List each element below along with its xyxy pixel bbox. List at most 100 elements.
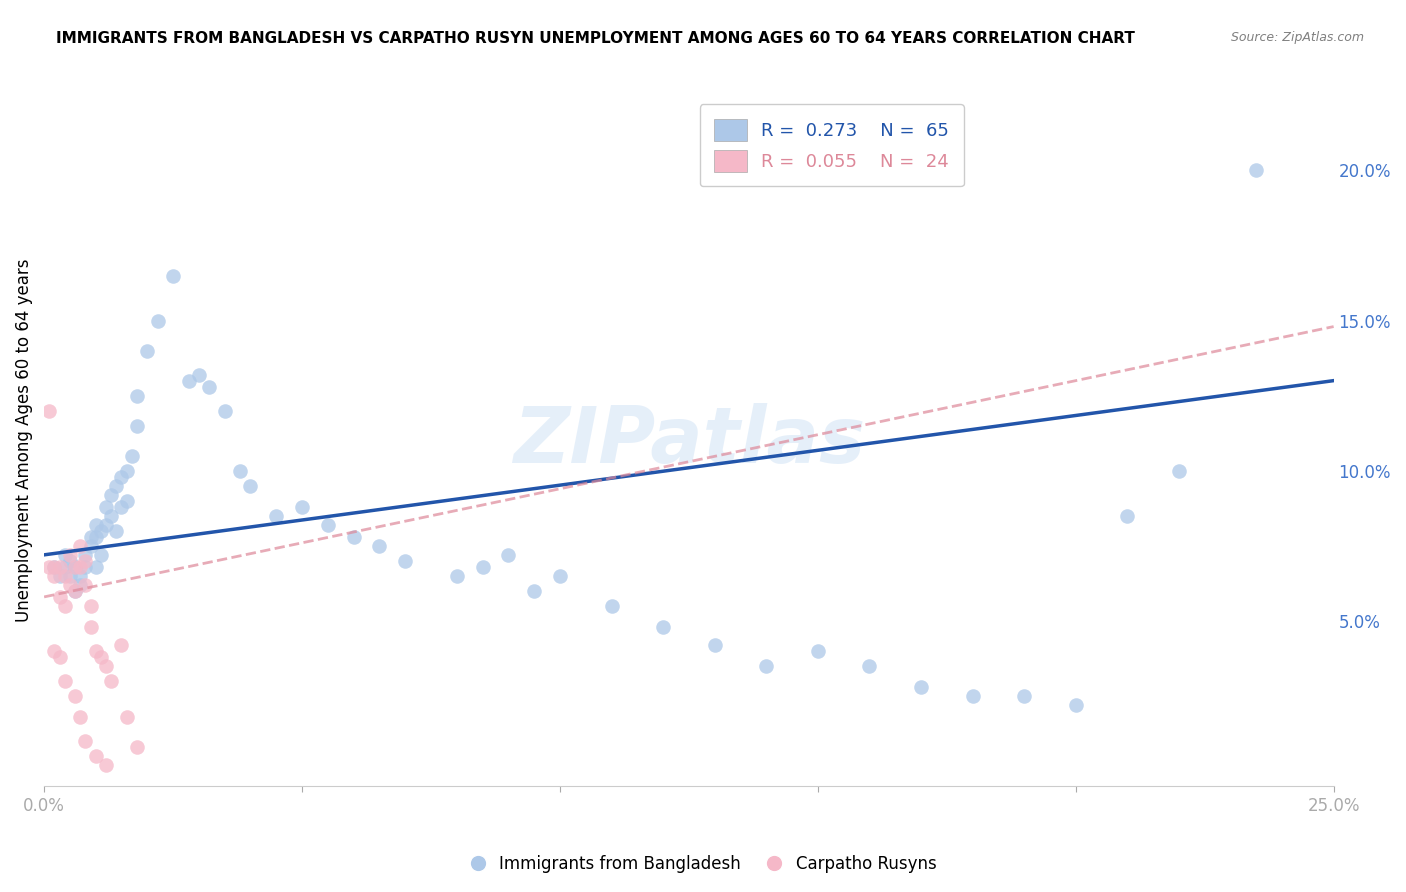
Text: Source: ZipAtlas.com: Source: ZipAtlas.com [1230,31,1364,45]
Y-axis label: Unemployment Among Ages 60 to 64 years: Unemployment Among Ages 60 to 64 years [15,259,32,623]
Text: ZIPatlas: ZIPatlas [513,402,865,479]
Point [136,343,159,358]
Point [125,740,148,755]
Point [110,638,132,652]
Point [84,517,107,532]
Point [94,758,117,772]
Point [342,530,364,544]
Point [703,638,725,652]
Point [368,539,391,553]
Point [125,418,148,433]
Point [652,620,675,634]
Point [69,578,91,592]
Point [59,548,82,562]
Point [84,530,107,544]
Point [53,548,76,562]
Point [75,560,97,574]
Point [162,268,184,283]
Point [90,548,112,562]
Point [63,583,86,598]
Point [105,524,128,538]
Point [79,539,101,553]
Point [146,313,169,327]
Point [264,508,287,523]
Point [79,599,101,613]
Point [53,569,76,583]
Point [69,569,91,583]
Point [100,673,122,688]
Point [110,469,132,483]
Point [48,590,70,604]
Legend: R =  0.273    N =  65, R =  0.055    N =  24: R = 0.273 N = 65, R = 0.055 N = 24 [700,104,963,186]
Point [44,569,66,583]
Point [75,734,97,748]
Point [110,500,132,514]
Point [1167,464,1189,478]
Point [471,560,494,574]
Point [63,583,86,598]
Point [44,560,66,574]
Point [229,464,252,478]
Point [910,680,932,694]
Point [69,710,91,724]
Point [94,500,117,514]
Point [75,578,97,592]
Point [79,620,101,634]
Point [523,583,546,598]
Point [59,569,82,583]
Point [94,517,117,532]
Point [548,569,571,583]
Point [115,710,138,724]
Point [44,644,66,658]
Point [90,524,112,538]
Point [600,599,623,613]
Point [44,560,66,574]
Point [53,599,76,613]
Point [84,560,107,574]
Point [63,689,86,703]
Point [63,560,86,574]
Point [100,488,122,502]
Point [90,650,112,665]
Point [75,554,97,568]
Point [69,560,91,574]
Point [84,644,107,658]
Point [121,449,143,463]
Point [115,464,138,478]
Point [59,578,82,592]
Point [1012,689,1035,703]
Point [446,569,468,583]
Point [105,479,128,493]
Point [125,389,148,403]
Point [84,749,107,764]
Point [291,500,314,514]
Point [1116,508,1139,523]
Point [498,548,520,562]
Point [59,554,82,568]
Point [177,374,200,388]
Point [79,530,101,544]
Legend: Immigrants from Bangladesh, Carpatho Rusyns: Immigrants from Bangladesh, Carpatho Rus… [463,848,943,880]
Point [214,403,236,417]
Point [755,659,778,673]
Point [1064,698,1087,712]
Point [75,548,97,562]
Point [100,508,122,523]
Point [962,689,984,703]
Point [94,659,117,673]
Point [239,479,262,493]
Point [858,659,880,673]
Point [187,368,209,382]
Point [316,517,339,532]
Point [48,569,70,583]
Point [115,493,138,508]
Point [48,650,70,665]
Point [69,539,91,553]
Point [198,379,221,393]
Point [48,560,70,574]
Text: IMMIGRANTS FROM BANGLADESH VS CARPATHO RUSYN UNEMPLOYMENT AMONG AGES 60 TO 64 YE: IMMIGRANTS FROM BANGLADESH VS CARPATHO R… [56,31,1135,46]
Point [1246,163,1268,178]
Point [38,560,60,574]
Point [53,673,76,688]
Point [394,554,416,568]
